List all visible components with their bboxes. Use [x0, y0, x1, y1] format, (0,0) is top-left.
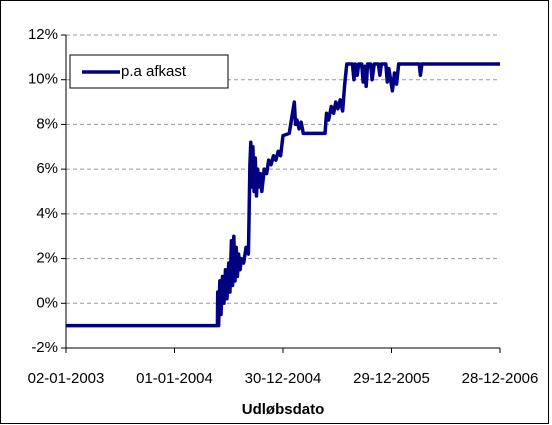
x-tick-label: 02-01-2003 [28, 370, 105, 387]
y-tick-label: 4% [36, 205, 58, 222]
y-tick-label: -2% [31, 339, 58, 356]
y-tick-label: 6% [36, 160, 58, 177]
data-line [66, 62, 500, 328]
x-tick-label: 30-12-2004 [245, 370, 322, 387]
y-tick-label: 0% [36, 294, 58, 311]
legend-label: p.a afkast [121, 63, 187, 80]
y-tick-label: 10% [28, 71, 58, 88]
y-tick-label: 8% [36, 115, 58, 132]
x-tick-label: 28-12-2006 [462, 370, 539, 387]
x-tick-label: 01-01-2004 [136, 370, 213, 387]
y-tick-label: 12% [28, 26, 58, 43]
x-axis-label: Udløbsdato [242, 401, 325, 418]
x-tick-label: 29-12-2005 [353, 370, 430, 387]
y-tick-label: 2% [36, 250, 58, 267]
